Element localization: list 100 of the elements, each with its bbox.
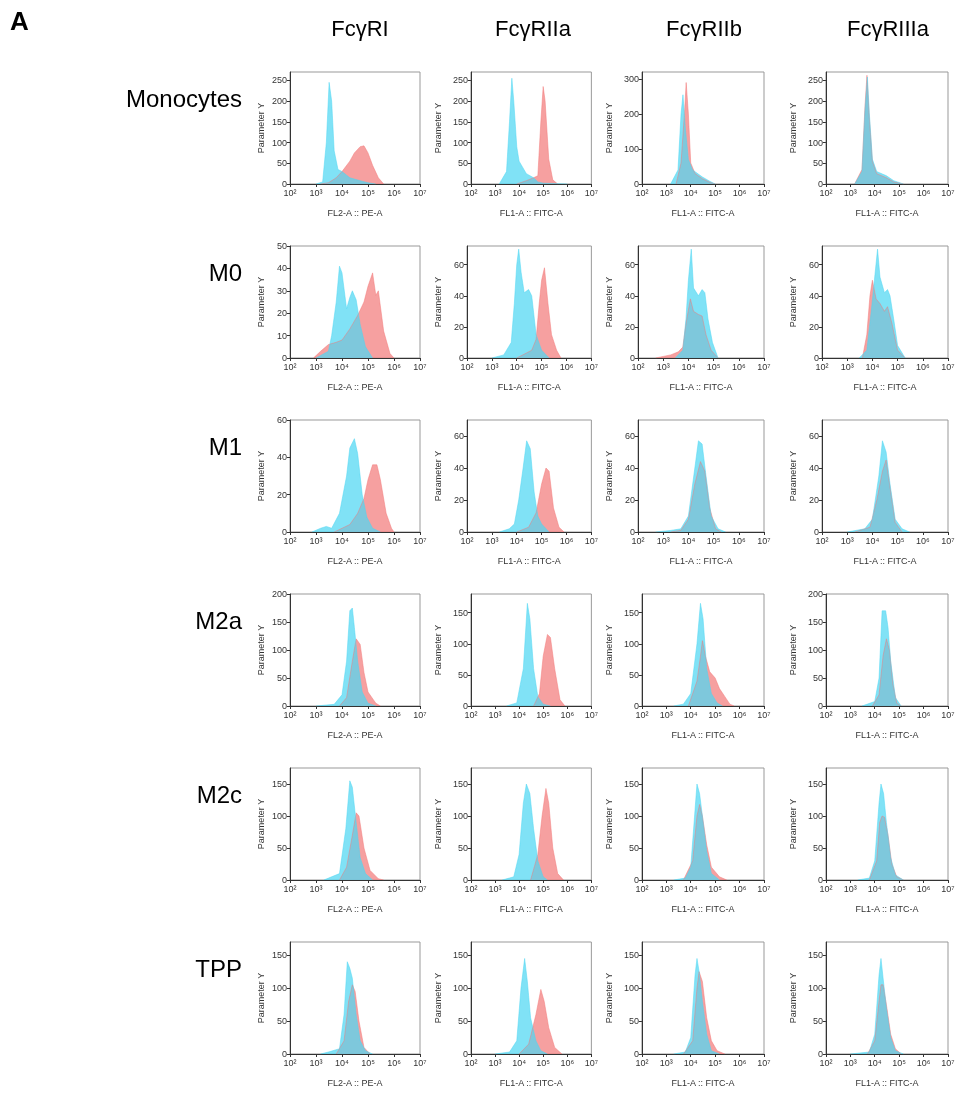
y-tick-label: 40 <box>276 263 287 274</box>
x-tick-label: 10⁶ <box>560 709 575 720</box>
x-tick-label: 10⁴ <box>512 709 527 720</box>
x-axis-title: FL2-A :: PE-A <box>327 381 383 392</box>
x-tick-label: 10⁶ <box>732 1057 747 1068</box>
x-tick-label: 10⁷ <box>941 1057 955 1068</box>
x-tick-label: 10⁷ <box>941 361 955 372</box>
x-tick-label: 10⁶ <box>915 535 930 546</box>
y-tick-label: 50 <box>457 158 468 169</box>
x-tick-label: 10³ <box>659 187 673 198</box>
x-tick-label: 10⁷ <box>757 709 771 720</box>
x-axis-title: FL1-A :: FITC-A <box>671 729 735 740</box>
y-tick-label: 150 <box>271 116 287 127</box>
y-axis-title: Parameter Y <box>255 798 266 850</box>
y-tick-label: 100 <box>271 645 287 655</box>
x-tick-label: 10⁵ <box>361 883 376 894</box>
x-axis-title: FL1-A :: FITC-A <box>855 903 919 914</box>
y-tick-label: 150 <box>807 950 823 961</box>
y-tick-label: 100 <box>807 645 823 655</box>
x-tick-label: 10⁷ <box>941 709 955 720</box>
x-tick-label: 10⁶ <box>916 187 931 198</box>
chart-title: FcγRIIb <box>666 15 742 41</box>
x-tick-label: 10⁷ <box>584 361 599 372</box>
y-tick-label: 150 <box>452 779 468 789</box>
x-tick-label: 10⁵ <box>890 535 905 546</box>
x-tick-label: 10⁴ <box>867 883 882 894</box>
y-tick-label: 40 <box>808 463 819 473</box>
x-tick-label: 10⁵ <box>361 361 376 372</box>
y-tick-label: 250 <box>452 75 468 86</box>
x-tick-label: 10³ <box>843 709 857 720</box>
y-tick-label: 200 <box>807 96 823 107</box>
x-tick-label: 10⁴ <box>512 1057 527 1068</box>
y-axis-title: Parameter Y <box>603 624 614 676</box>
y-tick-label: 200 <box>623 109 639 119</box>
x-tick-label: 10⁵ <box>892 1057 907 1068</box>
y-tick-label: 60 <box>453 431 464 441</box>
x-tick-label: 10³ <box>488 187 502 198</box>
y-axis-title: Parameter Y <box>787 972 798 1024</box>
y-tick-label: 100 <box>623 638 639 649</box>
x-tick-label: 10⁴ <box>509 535 524 546</box>
y-tick-label: 60 <box>808 259 819 270</box>
y-axis-title: Parameter Y <box>432 798 443 850</box>
y-tick-label: 150 <box>807 617 823 627</box>
y-axis-title: Parameter Y <box>603 972 614 1024</box>
x-tick-label: 10² <box>635 883 649 894</box>
y-axis-title: Parameter Y <box>432 624 443 676</box>
x-tick-label: 10⁶ <box>916 883 931 894</box>
x-axis-title: FL1-A :: FITC-A <box>855 207 919 218</box>
y-tick-label: 200 <box>452 96 468 107</box>
x-axis-title: FL1-A :: FITC-A <box>669 381 733 392</box>
x-tick-label: 10⁴ <box>335 1057 350 1068</box>
y-tick-label: 100 <box>452 983 468 994</box>
x-axis-title: FL1-A :: FITC-A <box>853 555 917 566</box>
x-tick-label: 10⁵ <box>706 535 721 546</box>
x-tick-label: 10³ <box>656 535 670 546</box>
x-tick-label: 10⁷ <box>941 883 955 894</box>
y-tick-label: 100 <box>623 811 639 821</box>
y-axis-title: Parameter Y <box>787 450 798 502</box>
x-tick-label: 10⁵ <box>892 187 907 198</box>
y-tick-label: 100 <box>271 811 287 821</box>
x-tick-label: 10⁵ <box>708 709 723 720</box>
y-tick-label: 100 <box>623 144 639 154</box>
y-tick-label: 150 <box>623 950 639 961</box>
x-tick-label: 10⁴ <box>512 883 527 894</box>
y-axis-title: Parameter Y <box>255 276 266 328</box>
x-tick-label: 10⁴ <box>509 361 524 372</box>
x-tick-label: 10³ <box>309 1057 323 1068</box>
x-axis-title: FL1-A :: FITC-A <box>499 1077 563 1088</box>
y-tick-label: 0 <box>281 353 287 363</box>
y-tick-label: 0 <box>462 701 468 711</box>
y-tick-label: 20 <box>453 321 464 332</box>
x-tick-label: 10⁶ <box>731 535 746 546</box>
x-tick-label: 10² <box>283 709 297 720</box>
x-tick-label: 10³ <box>843 1057 857 1068</box>
y-tick-label: 50 <box>457 843 468 853</box>
x-tick-label: 10³ <box>309 187 323 198</box>
y-tick-label: 150 <box>452 116 468 127</box>
x-tick-label: 10² <box>815 361 829 372</box>
x-tick-label: 10² <box>819 1057 833 1068</box>
y-tick-label: 100 <box>452 638 468 649</box>
x-tick-label: 10² <box>283 361 297 372</box>
x-tick-label: 10⁴ <box>865 361 880 372</box>
y-tick-label: 150 <box>452 950 468 961</box>
y-tick-label: 50 <box>812 843 823 853</box>
chart-title: FcγRIIIa <box>847 15 930 41</box>
x-tick-label: 10² <box>464 709 478 720</box>
x-axis-title: FL1-A :: FITC-A <box>671 207 735 218</box>
y-tick-label: 150 <box>271 779 287 789</box>
x-tick-label: 10² <box>460 535 474 546</box>
y-tick-label: 100 <box>807 811 823 821</box>
y-axis-title: Parameter Y <box>432 450 443 502</box>
x-tick-label: 10⁴ <box>683 709 698 720</box>
y-axis-title: Parameter Y <box>603 798 614 850</box>
y-tick-label: 0 <box>633 179 639 189</box>
x-tick-label: 10⁵ <box>534 361 549 372</box>
x-tick-label: 10⁴ <box>681 361 696 372</box>
x-tick-label: 10⁵ <box>361 535 376 546</box>
y-tick-label: 50 <box>812 1016 823 1027</box>
y-tick-label: 100 <box>807 983 823 994</box>
x-tick-label: 10⁴ <box>867 1057 882 1068</box>
